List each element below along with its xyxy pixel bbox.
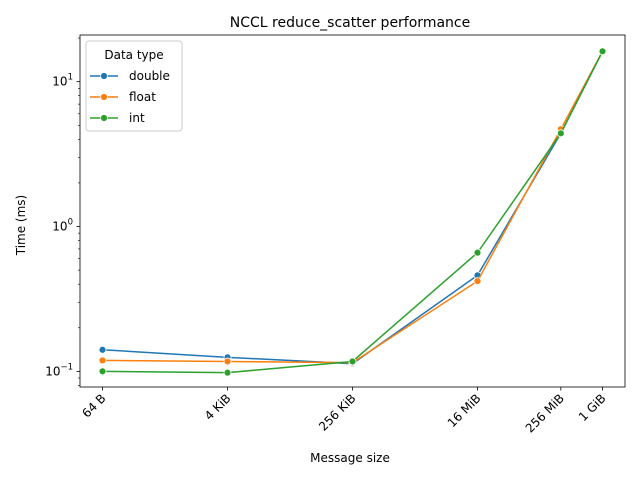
data-point-int [348, 357, 357, 366]
legend-label-int: int [129, 111, 145, 125]
data-point-float [223, 357, 232, 366]
series-line-int [102, 50, 604, 374]
data-point-int [556, 129, 565, 138]
y-tick-label: 100 [52, 218, 73, 234]
y-tick-label: 101 [52, 73, 73, 89]
y-axis-label: Time (ms) [14, 195, 28, 257]
legend-label-float: float [129, 90, 156, 104]
data-point-double [98, 345, 107, 354]
data-point-int [223, 368, 232, 377]
series-line-float [102, 50, 604, 364]
legend-marker-double [100, 72, 108, 80]
legend-frame [85, 40, 183, 132]
legend-marker-int [100, 114, 108, 122]
data-point-float [473, 277, 482, 285]
chart-title: NCCL reduce_scatter performance [230, 15, 470, 31]
data-point-int [98, 367, 107, 376]
y-tick-label: 10−1 [45, 362, 73, 378]
data-point-int [473, 248, 482, 257]
legend: Data type double float int [85, 40, 183, 132]
x-axis-label: Message size [310, 451, 390, 465]
legend-title: Data type [104, 48, 163, 62]
data-point-int [598, 47, 607, 56]
legend-marker-float [100, 93, 108, 101]
data-point-float [98, 356, 107, 365]
legend-label-double: double [129, 69, 170, 83]
